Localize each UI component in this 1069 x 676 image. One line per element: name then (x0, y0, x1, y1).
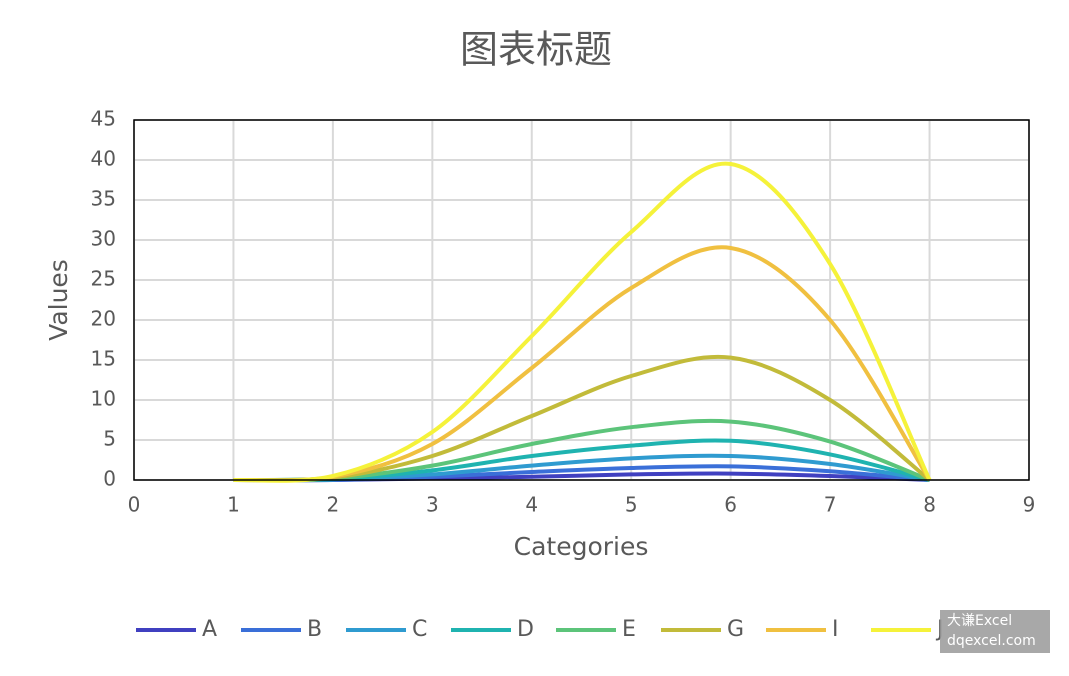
x-tick-label: 3 (426, 493, 439, 517)
x-tick-label: 0 (128, 493, 141, 517)
y-tick-label: 5 (103, 427, 116, 451)
lines (233, 161, 932, 483)
legend-label: C (412, 617, 427, 642)
y-tick-label: 45 (91, 107, 116, 131)
x-tick-label: 6 (724, 493, 737, 517)
y-tick-label: 40 (91, 147, 116, 171)
x-tick-label: 7 (824, 493, 837, 517)
x-tick-label: 8 (923, 493, 936, 517)
legend-label: A (202, 617, 217, 642)
legend-label: I (832, 617, 839, 642)
y-tick-label: 25 (91, 267, 116, 291)
legend-label: E (622, 617, 636, 642)
y-axis-label: Values (44, 259, 73, 341)
legend-label: D (517, 617, 534, 642)
x-tick-label: 4 (525, 493, 538, 517)
watermark: 大谦Excel (947, 613, 1012, 629)
x-tick-label: 1 (227, 493, 240, 517)
series-line (233, 161, 932, 483)
y-tick-label: 10 (91, 387, 116, 411)
watermark-box (940, 610, 1050, 653)
plot-border (133, 119, 1030, 481)
legend-label: G (727, 617, 744, 642)
x-tick-label: 9 (1023, 493, 1036, 517)
legend-label: J (935, 617, 944, 642)
watermark: dqexcel.com (947, 633, 1036, 649)
legend: ABCDEGIJ (136, 617, 944, 642)
legend-label: B (307, 617, 322, 642)
y-tick-label: 20 (91, 307, 116, 331)
x-tick-label: 5 (625, 493, 638, 517)
series-line (233, 245, 932, 483)
y-tick-label: 15 (91, 347, 116, 371)
y-tick-label: 30 (91, 227, 116, 251)
chart-title: 图表标题 (460, 28, 612, 72)
x-axis-label: Categories (514, 532, 649, 561)
y-tick-label: 35 (91, 187, 116, 211)
x-tick-label: 2 (327, 493, 340, 517)
y-tick-label: 0 (103, 467, 116, 491)
